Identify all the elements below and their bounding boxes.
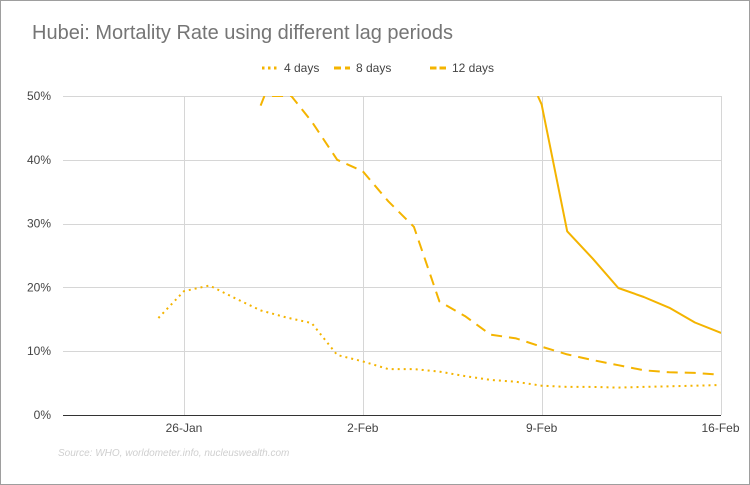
grid-lines — [63, 96, 722, 416]
legend-label: 4 days — [284, 61, 319, 75]
y-tick-label: 30% — [27, 217, 51, 231]
y-tick-label: 50% — [27, 89, 51, 103]
legend: 4 days 8 days 12 days — [262, 61, 494, 75]
y-tick-label: 20% — [27, 280, 51, 294]
y-tick-label: 10% — [27, 344, 51, 358]
series-group — [157, 96, 721, 389]
x-axis-ticks: 26-Jan 2-Feb 9-Feb 16-Feb — [166, 421, 740, 435]
y-axis-ticks: 0% 10% 20% 30% 40% 50% — [27, 89, 51, 422]
legend-label: 8 days — [356, 61, 391, 75]
series-line-12-days — [536, 96, 721, 334]
x-tick-label: 16-Feb — [701, 421, 739, 435]
x-tick-label: 26-Jan — [166, 421, 203, 435]
chart-title: Hubei: Mortality Rate using different la… — [32, 22, 453, 44]
y-tick-label: 40% — [27, 153, 51, 167]
x-tick-label: 9-Feb — [526, 421, 558, 435]
series-line-8-days — [259, 96, 721, 376]
y-tick-label: 0% — [34, 408, 52, 422]
legend-label: 12 days — [452, 61, 494, 75]
source-note: Source: WHO, worldometer.info, nucleuswe… — [58, 448, 290, 459]
x-tick-label: 2-Feb — [347, 421, 379, 435]
